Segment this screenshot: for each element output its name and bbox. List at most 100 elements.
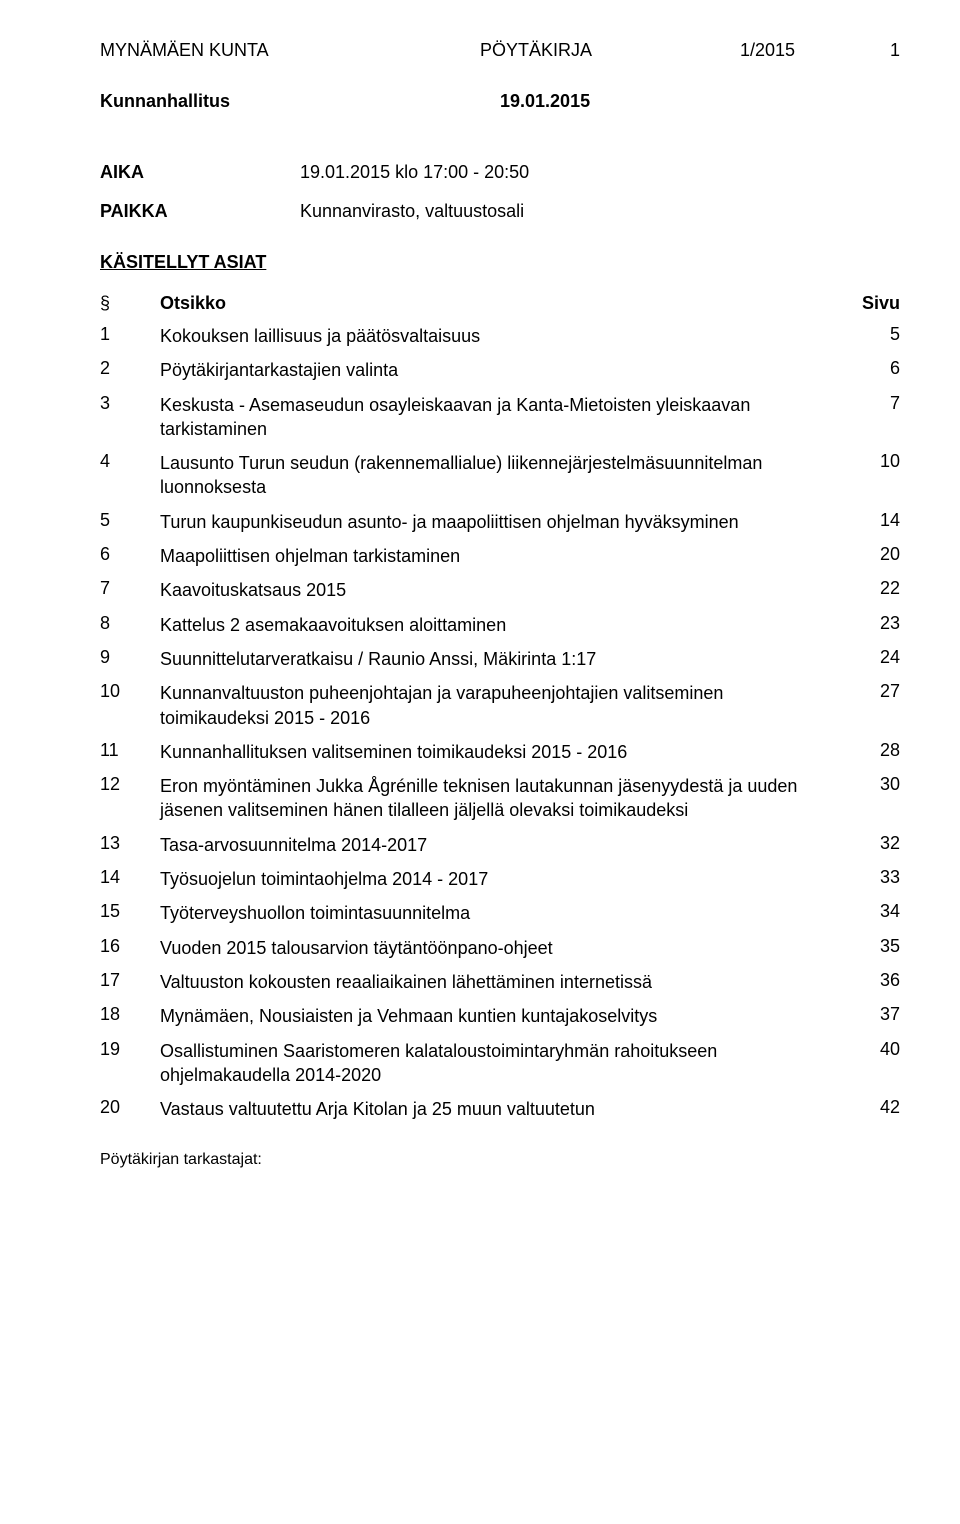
aika-label: AIKA (100, 162, 300, 183)
subheader: Kunnanhallitus 19.01.2015 (100, 91, 900, 112)
agenda-item: 4Lausunto Turun seudun (rakennemallialue… (100, 451, 900, 500)
document-header: MYNÄMÄEN KUNTA PÖYTÄKIRJA 1/2015 1 (100, 40, 900, 61)
item-title: Kunnanhallituksen valitseminen toimikaud… (160, 740, 840, 764)
item-number: 8 (100, 613, 160, 634)
item-title: Turun kaupunkiseudun asunto- ja maapolii… (160, 510, 840, 534)
item-page: 23 (840, 613, 900, 634)
item-page: 10 (840, 451, 900, 472)
agenda-item: 6Maapoliittisen ohjelman tarkistaminen20 (100, 544, 900, 568)
item-number: 16 (100, 936, 160, 957)
item-title: Tasa-arvosuunnitelma 2014-2017 (160, 833, 840, 857)
item-title: Osallistuminen Saaristomeren kalataloust… (160, 1039, 840, 1088)
item-title: Kunnanvaltuuston puheenjohtajan ja varap… (160, 681, 840, 730)
section-title: KÄSITELLYT ASIAT (100, 252, 900, 273)
item-page: 20 (840, 544, 900, 565)
item-number: 12 (100, 774, 160, 795)
item-page: 37 (840, 1004, 900, 1025)
header-org: MYNÄMÄEN KUNTA (100, 40, 360, 61)
item-title: Vastaus valtuutettu Arja Kitolan ja 25 m… (160, 1097, 840, 1121)
item-title: Eron myöntäminen Jukka Ågrénille teknise… (160, 774, 840, 823)
item-title: Vuoden 2015 talousarvion täytäntöönpano-… (160, 936, 840, 960)
item-page: 32 (840, 833, 900, 854)
item-page: 28 (840, 740, 900, 761)
item-page: 34 (840, 901, 900, 922)
agenda-item: 19Osallistuminen Saaristomeren kalatalou… (100, 1039, 900, 1088)
item-page: 33 (840, 867, 900, 888)
item-page: 30 (840, 774, 900, 795)
item-number: 10 (100, 681, 160, 702)
item-number: 2 (100, 358, 160, 379)
agenda-item: 17Valtuuston kokousten reaaliaikainen lä… (100, 970, 900, 994)
agenda-item: 7Kaavoituskatsaus 201522 (100, 578, 900, 602)
agenda-item: 3Keskusta - Asemaseudun osayleiskaavan j… (100, 393, 900, 442)
agenda-item: 12Eron myöntäminen Jukka Ågrénille tekni… (100, 774, 900, 823)
item-title: Kokouksen laillisuus ja päätösvaltaisuus (160, 324, 840, 348)
agenda-item: 14Työsuojelun toimintaohjelma 2014 - 201… (100, 867, 900, 891)
item-page: 40 (840, 1039, 900, 1060)
agenda-item: 20Vastaus valtuutettu Arja Kitolan ja 25… (100, 1097, 900, 1121)
item-page: 36 (840, 970, 900, 991)
item-number: 7 (100, 578, 160, 599)
item-number: 4 (100, 451, 160, 472)
col-title: Otsikko (160, 293, 840, 314)
subheader-date: 19.01.2015 (500, 91, 900, 112)
agenda-item: 1Kokouksen laillisuus ja päätösvaltaisuu… (100, 324, 900, 348)
item-number: 1 (100, 324, 160, 345)
item-number: 19 (100, 1039, 160, 1060)
item-title: Keskusta - Asemaseudun osayleiskaavan ja… (160, 393, 840, 442)
item-number: 17 (100, 970, 160, 991)
item-title: Kaavoituskatsaus 2015 (160, 578, 840, 602)
agenda-item: 11Kunnanhallituksen valitseminen toimika… (100, 740, 900, 764)
paikka-value: Kunnanvirasto, valtuustosali (300, 201, 900, 222)
item-page: 6 (840, 358, 900, 379)
paikka-row: PAIKKA Kunnanvirasto, valtuustosali (100, 201, 900, 222)
item-number: 6 (100, 544, 160, 565)
item-number: 5 (100, 510, 160, 531)
agenda-item: 18Mynämäen, Nousiaisten ja Vehmaan kunti… (100, 1004, 900, 1028)
agenda-item: 5Turun kaupunkiseudun asunto- ja maapoli… (100, 510, 900, 534)
item-page: 5 (840, 324, 900, 345)
item-title: Maapoliittisen ohjelman tarkistaminen (160, 544, 840, 568)
page: MYNÄMÄEN KUNTA PÖYTÄKIRJA 1/2015 1 Kunna… (0, 0, 960, 1209)
item-title: Kattelus 2 asemakaavoituksen aloittamine… (160, 613, 840, 637)
item-title: Työterveyshuollon toimintasuunnitelma (160, 901, 840, 925)
agenda-item: 10Kunnanvaltuuston puheenjohtajan ja var… (100, 681, 900, 730)
agenda-item: 13Tasa-arvosuunnitelma 2014-201732 (100, 833, 900, 857)
item-page: 7 (840, 393, 900, 414)
item-title: Lausunto Turun seudun (rakennemallialue)… (160, 451, 840, 500)
item-title: Suunnittelutarveratkaisu / Raunio Anssi,… (160, 647, 840, 671)
subheader-body: Kunnanhallitus (100, 91, 500, 112)
items-list: 1Kokouksen laillisuus ja päätösvaltaisuu… (100, 324, 900, 1121)
item-number: 18 (100, 1004, 160, 1025)
header-doc-type: PÖYTÄKIRJA (360, 40, 740, 61)
agenda-item: 8Kattelus 2 asemakaavoituksen aloittamin… (100, 613, 900, 637)
agenda-item: 15Työterveyshuollon toimintasuunnitelma3… (100, 901, 900, 925)
item-page: 22 (840, 578, 900, 599)
table-header: § Otsikko Sivu (100, 293, 900, 314)
item-number: 9 (100, 647, 160, 668)
col-page: Sivu (840, 293, 900, 314)
item-title: Pöytäkirjantarkastajien valinta (160, 358, 840, 382)
aika-value: 19.01.2015 klo 17:00 - 20:50 (300, 162, 900, 183)
item-number: 11 (100, 740, 160, 761)
item-number: 15 (100, 901, 160, 922)
item-number: 20 (100, 1097, 160, 1118)
item-page: 35 (840, 936, 900, 957)
header-issue: 1/2015 (740, 40, 860, 61)
item-number: 14 (100, 867, 160, 888)
aika-row: AIKA 19.01.2015 klo 17:00 - 20:50 (100, 162, 900, 183)
agenda-item: 9Suunnittelutarveratkaisu / Raunio Anssi… (100, 647, 900, 671)
item-title: Työsuojelun toimintaohjelma 2014 - 2017 (160, 867, 840, 891)
agenda-item: 2Pöytäkirjantarkastajien valinta6 (100, 358, 900, 382)
col-symbol: § (100, 293, 160, 314)
item-page: 14 (840, 510, 900, 531)
item-page: 24 (840, 647, 900, 668)
item-page: 42 (840, 1097, 900, 1118)
header-page-number: 1 (860, 40, 900, 61)
agenda-item: 16Vuoden 2015 talousarvion täytäntöönpan… (100, 936, 900, 960)
item-number: 13 (100, 833, 160, 854)
item-number: 3 (100, 393, 160, 414)
item-title: Mynämäen, Nousiaisten ja Vehmaan kuntien… (160, 1004, 840, 1028)
footer: Pöytäkirjan tarkastajat: (100, 1151, 900, 1169)
item-page: 27 (840, 681, 900, 702)
